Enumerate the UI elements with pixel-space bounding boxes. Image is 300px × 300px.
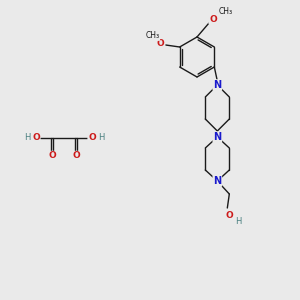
Text: H: H [235, 218, 242, 226]
Text: CH₃: CH₃ [146, 32, 160, 40]
Text: O: O [48, 152, 56, 160]
Text: H: H [24, 134, 30, 142]
Text: CH₃: CH₃ [219, 7, 233, 16]
Text: O: O [157, 38, 165, 47]
Text: N: N [213, 132, 221, 142]
Text: N: N [213, 176, 221, 186]
Text: H: H [98, 134, 104, 142]
Text: O: O [225, 212, 233, 220]
Text: O: O [88, 134, 96, 142]
Text: O: O [209, 14, 217, 23]
Text: N: N [213, 80, 221, 90]
Text: O: O [72, 152, 80, 160]
Text: O: O [32, 134, 40, 142]
